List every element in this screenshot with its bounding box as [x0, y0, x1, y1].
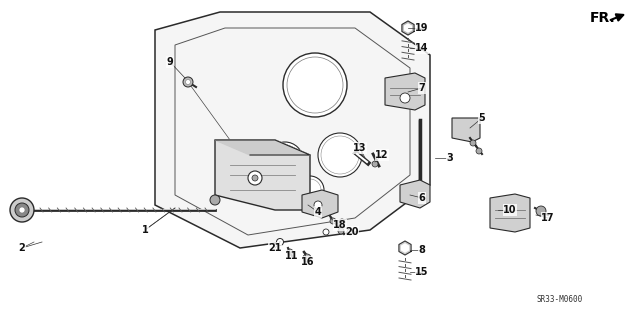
Polygon shape	[302, 190, 338, 218]
Polygon shape	[215, 140, 310, 155]
Text: 16: 16	[301, 257, 315, 267]
Text: 1: 1	[141, 225, 148, 235]
Circle shape	[476, 148, 482, 154]
Circle shape	[323, 229, 329, 235]
Text: 20: 20	[345, 227, 359, 237]
Text: 18: 18	[333, 220, 347, 230]
Text: 11: 11	[285, 251, 299, 261]
Text: 19: 19	[415, 23, 429, 33]
Text: 17: 17	[541, 213, 555, 223]
Text: 8: 8	[419, 245, 426, 255]
Text: 3: 3	[447, 153, 453, 163]
Text: 13: 13	[353, 143, 367, 153]
Circle shape	[276, 239, 284, 246]
Circle shape	[296, 176, 324, 204]
Text: 14: 14	[415, 43, 429, 53]
Circle shape	[339, 219, 345, 225]
Text: 10: 10	[503, 205, 516, 215]
Text: 2: 2	[19, 243, 26, 253]
Circle shape	[347, 229, 353, 235]
Text: 15: 15	[415, 267, 429, 277]
Circle shape	[183, 77, 193, 87]
Circle shape	[338, 228, 344, 234]
Polygon shape	[452, 118, 480, 142]
Circle shape	[19, 207, 25, 213]
Text: 21: 21	[268, 243, 282, 253]
Polygon shape	[400, 180, 430, 208]
Polygon shape	[401, 244, 408, 252]
Polygon shape	[155, 12, 430, 248]
Circle shape	[330, 218, 336, 224]
Text: 12: 12	[375, 150, 388, 160]
Circle shape	[372, 161, 378, 167]
Circle shape	[536, 206, 546, 216]
Circle shape	[15, 203, 29, 217]
Circle shape	[318, 133, 362, 177]
Polygon shape	[399, 241, 411, 255]
Circle shape	[10, 198, 34, 222]
Text: FR.: FR.	[590, 11, 616, 25]
Text: 6: 6	[419, 193, 426, 203]
Circle shape	[400, 93, 410, 103]
Polygon shape	[404, 24, 412, 32]
Polygon shape	[385, 73, 425, 110]
Text: 7: 7	[419, 83, 426, 93]
Text: 5: 5	[479, 113, 485, 123]
Circle shape	[314, 201, 322, 209]
Circle shape	[248, 171, 262, 185]
Circle shape	[186, 79, 191, 85]
Text: 4: 4	[315, 207, 321, 217]
Polygon shape	[215, 140, 310, 210]
Circle shape	[210, 195, 220, 205]
Circle shape	[287, 249, 293, 255]
Polygon shape	[490, 194, 530, 232]
Polygon shape	[402, 21, 414, 35]
Circle shape	[267, 142, 303, 178]
Circle shape	[252, 175, 258, 181]
Circle shape	[470, 140, 476, 146]
Text: SR33-M0600: SR33-M0600	[537, 295, 583, 305]
Circle shape	[283, 53, 347, 117]
Circle shape	[303, 254, 311, 262]
Text: 9: 9	[166, 57, 173, 67]
